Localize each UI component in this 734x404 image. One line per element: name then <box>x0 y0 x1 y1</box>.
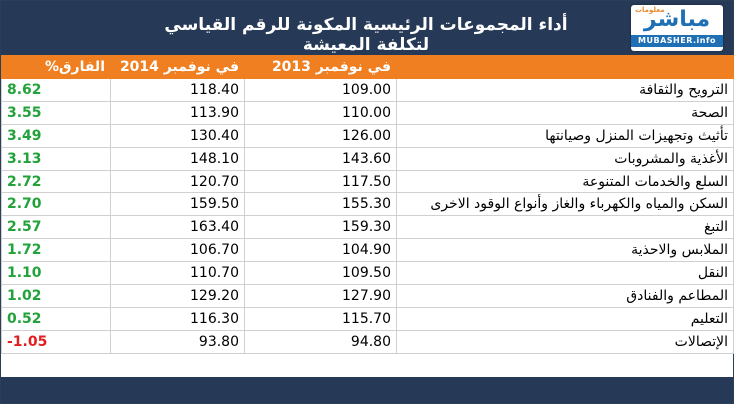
nov-2014-cell: 118.40 <box>110 78 245 102</box>
category-cell: النقل <box>396 261 734 286</box>
table-row: 0.52 116.30 115.70 التعليم <box>1 306 734 331</box>
diff-cell: 1.10 <box>1 261 111 286</box>
table-header-row: الفارق% في نوفمبر 2014 في نوفمبر 2013 <box>1 55 734 79</box>
logo-tagline: معلومات <box>635 6 665 14</box>
nov-2013-cell: 143.60 <box>244 146 397 171</box>
table-row: 3.49 130.40 126.00 تأثيث وتجهيزات المنزل وص… <box>1 123 734 148</box>
diff-cell: 1.72 <box>1 238 111 263</box>
cpi-groups-table: الفارق% في نوفمبر 2014 في نوفمبر 2013 8.… <box>1 55 734 354</box>
column-header-diff: الفارق% <box>1 55 111 79</box>
category-cell: الأغذية والمشروبات <box>396 146 734 171</box>
diff-cell: 3.49 <box>1 123 111 148</box>
nov-2013-cell: 109.50 <box>244 261 397 286</box>
title-banner: أداء المجموعات الرئيسية المكونة للرقم ال… <box>1 1 733 55</box>
nov-2013-cell: 115.70 <box>244 306 397 331</box>
footer-bar <box>1 377 733 403</box>
table-row: -1.05 93.80 94.80 الإتصالات <box>1 329 734 354</box>
nov-2013-cell: 127.90 <box>244 284 397 308</box>
category-cell: الملابس والاحذية <box>396 238 734 263</box>
table-row: 8.62 118.40 109.00 الترويح والثقافة <box>1 78 734 102</box>
category-cell: السكن والمياه والكهرباء والغاز وأنواع ال… <box>396 192 734 217</box>
diff-cell: 3.13 <box>1 146 111 171</box>
diff-cell: 8.62 <box>1 78 111 102</box>
category-cell: تأثيث وتجهيزات المنزل وصيانتها <box>396 123 734 148</box>
nov-2014-cell: 163.40 <box>110 215 245 240</box>
page-title: أداء المجموعات الرئيسية المكونة للرقم ال… <box>164 15 568 55</box>
diff-cell: 3.55 <box>1 100 111 125</box>
table-body: 8.62 118.40 109.00 الترويح والثقافة 3.55 113.… <box>1 78 734 354</box>
diff-cell: 2.57 <box>1 215 111 240</box>
category-cell: الترويح والثقافة <box>396 78 734 102</box>
category-cell: الصحة <box>396 100 734 125</box>
nov-2013-cell: 159.30 <box>244 215 397 240</box>
logo-english-text: MUBASHER.info <box>631 35 723 47</box>
logo-arabic-text: مباشر <box>643 7 711 32</box>
nov-2014-cell: 93.80 <box>110 329 245 354</box>
nov-2014-cell: 159.50 <box>110 192 245 217</box>
mubasher-logo: معلومات مباشر MUBASHER.info <box>631 5 723 51</box>
category-cell: الإتصالات <box>396 329 734 354</box>
diff-cell: 2.72 <box>1 169 111 194</box>
column-header-category <box>396 55 734 79</box>
category-cell: التعليم <box>396 306 734 331</box>
category-cell: التبغ <box>396 215 734 240</box>
diff-cell: 1.02 <box>1 284 111 308</box>
category-cell: السلع والخدمات المتنوعة <box>396 169 734 194</box>
diff-cell: -1.05 <box>1 329 111 354</box>
nov-2014-cell: 113.90 <box>110 100 245 125</box>
nov-2014-cell: 106.70 <box>110 238 245 263</box>
nov-2014-cell: 129.20 <box>110 284 245 308</box>
nov-2014-cell: 130.40 <box>110 123 245 148</box>
table-row: 3.55 113.90 110.00 الصحة <box>1 100 734 125</box>
nov-2013-cell: 126.00 <box>244 123 397 148</box>
nov-2014-cell: 116.30 <box>110 306 245 331</box>
column-header-nov-2014: في نوفمبر 2014 <box>110 55 245 79</box>
nov-2013-cell: 94.80 <box>244 329 397 354</box>
nov-2013-cell: 109.00 <box>244 78 397 102</box>
table-row: 1.72 106.70 104.90 الملابس والاحذية <box>1 238 734 263</box>
nov-2014-cell: 120.70 <box>110 169 245 194</box>
nov-2014-cell: 110.70 <box>110 261 245 286</box>
table-row: 3.13 148.10 143.60 الأغذية والمشروبات <box>1 146 734 171</box>
table-row: 1.02 129.20 127.90 المطاعم والفنادق <box>1 284 734 308</box>
nov-2013-cell: 117.50 <box>244 169 397 194</box>
nov-2013-cell: 155.30 <box>244 192 397 217</box>
nov-2013-cell: 104.90 <box>244 238 397 263</box>
table-row: 1.10 110.70 109.50 النقل <box>1 261 734 286</box>
table-row: 2.72 120.70 117.50 السلع والخدمات المتنوعة <box>1 169 734 194</box>
diff-cell: 0.52 <box>1 306 111 331</box>
diff-cell: 2.70 <box>1 192 111 217</box>
table-row: 2.57 163.40 159.30 التبغ <box>1 215 734 240</box>
column-header-nov-2013: في نوفمبر 2013 <box>244 55 397 79</box>
nov-2014-cell: 148.10 <box>110 146 245 171</box>
table-row: 2.70 159.50 155.30 السكن والمياه والكهرباء … <box>1 192 734 217</box>
nov-2013-cell: 110.00 <box>244 100 397 125</box>
category-cell: المطاعم والفنادق <box>396 284 734 308</box>
